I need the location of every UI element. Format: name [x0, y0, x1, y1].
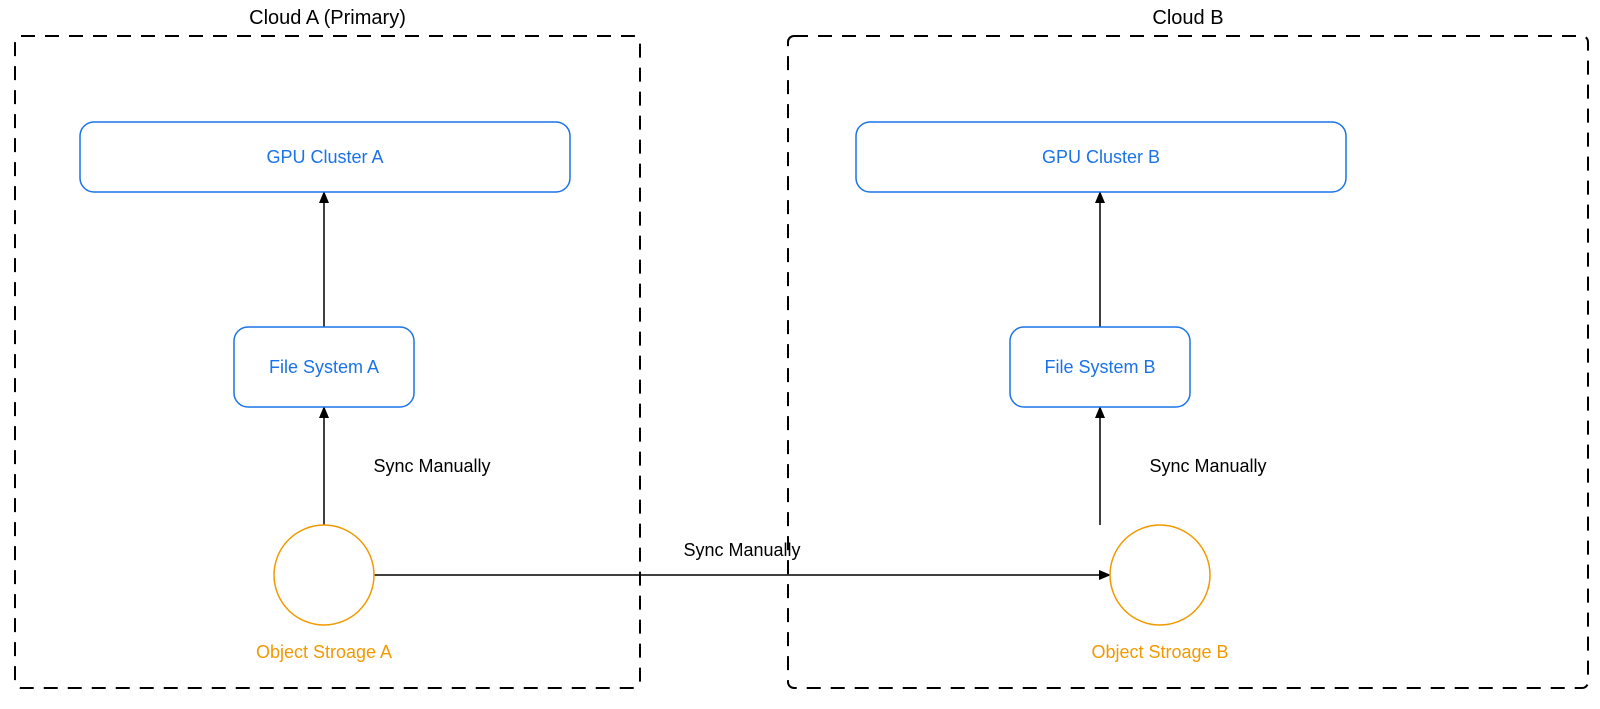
edge-label-e_objA_fsA: Sync Manually: [373, 456, 490, 476]
node-label-gpuA: GPU Cluster A: [266, 147, 383, 167]
container-title-cloudA: Cloud A (Primary): [249, 7, 406, 29]
node-label-objA: Object Stroage A: [256, 642, 392, 662]
node-label-fsB: File System B: [1044, 357, 1155, 377]
node-objB: [1110, 525, 1210, 625]
edge-label-e_objB_fsB: Sync Manually: [1149, 456, 1266, 476]
node-label-fsA: File System A: [269, 357, 379, 377]
node-label-objB: Object Stroage B: [1091, 642, 1228, 662]
node-label-gpuB: GPU Cluster B: [1042, 147, 1160, 167]
edge-label-e_objA_objB: Sync Manually: [683, 540, 800, 560]
container-title-cloudB: Cloud B: [1152, 7, 1223, 29]
architecture-diagram: Cloud A (Primary) Cloud B Sync Manually Syn…: [0, 0, 1600, 709]
node-objA: [274, 525, 374, 625]
